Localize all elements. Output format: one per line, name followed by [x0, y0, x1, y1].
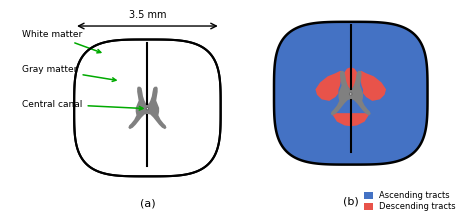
Polygon shape	[345, 60, 357, 67]
Polygon shape	[128, 87, 166, 129]
Polygon shape	[316, 71, 345, 101]
Circle shape	[349, 93, 352, 95]
Polygon shape	[331, 71, 371, 116]
Polygon shape	[344, 67, 358, 89]
Circle shape	[146, 107, 148, 110]
Polygon shape	[74, 39, 220, 176]
Text: Central canal: Central canal	[22, 100, 143, 110]
Polygon shape	[332, 113, 370, 126]
Text: 3.5 mm: 3.5 mm	[128, 10, 166, 20]
Polygon shape	[274, 22, 428, 165]
Text: White matter: White matter	[22, 30, 101, 53]
Legend: Ascending tracts, Descending tracts: Ascending tracts, Descending tracts	[364, 190, 457, 212]
Text: (a): (a)	[140, 198, 155, 208]
Polygon shape	[357, 71, 386, 101]
Text: Gray matter: Gray matter	[22, 65, 116, 81]
Text: (b): (b)	[343, 197, 359, 206]
